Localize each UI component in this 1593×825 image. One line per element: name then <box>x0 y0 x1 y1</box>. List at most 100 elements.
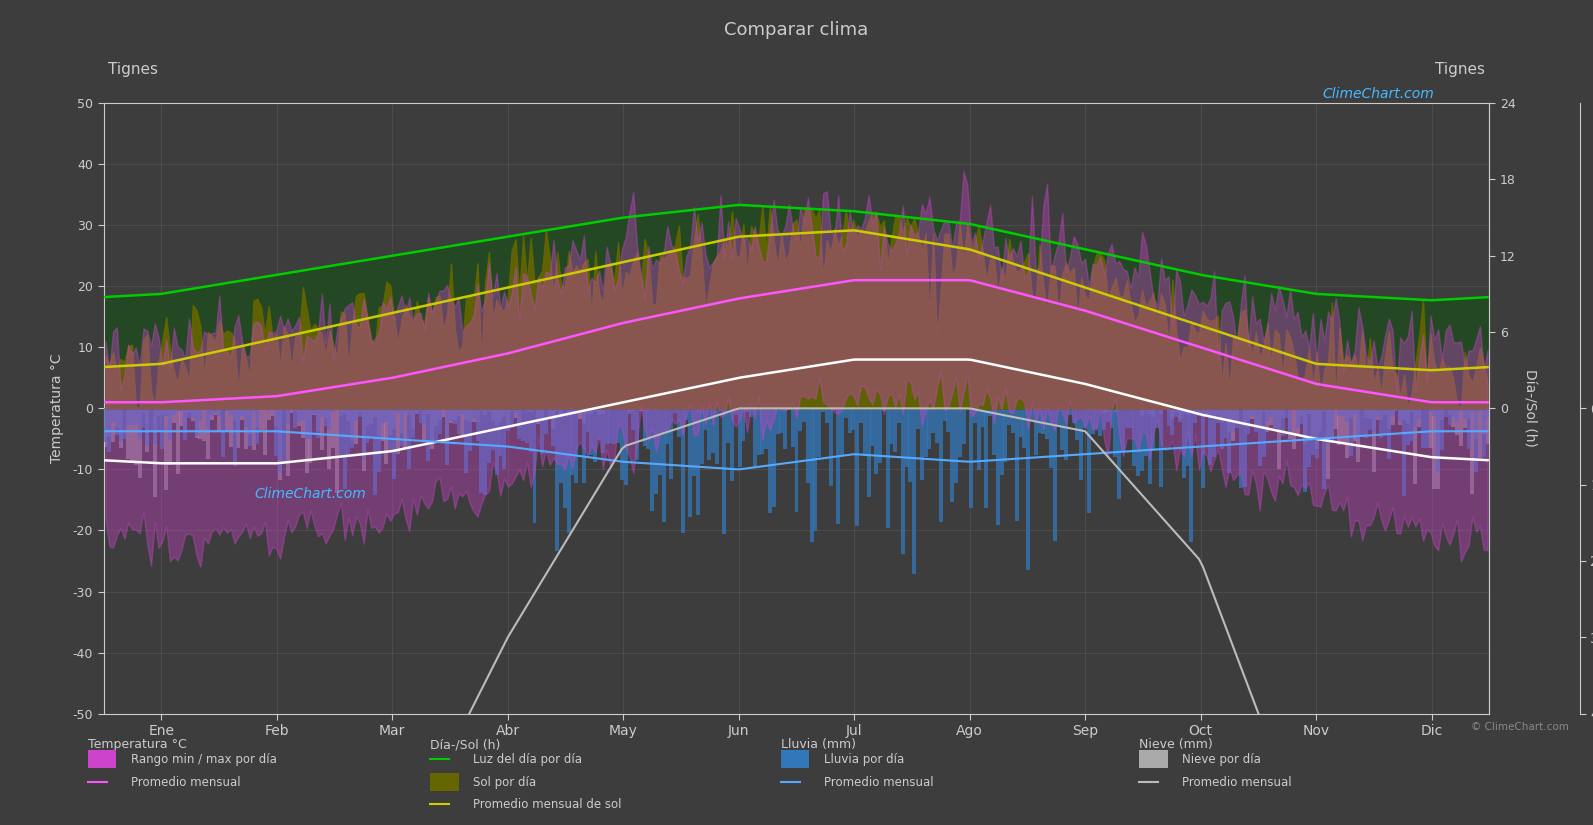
Bar <box>666 408 669 445</box>
Bar <box>1121 408 1125 453</box>
Bar <box>255 408 260 428</box>
Bar <box>266 408 271 411</box>
Bar <box>290 408 293 412</box>
Bar <box>1418 408 1421 418</box>
Bar <box>229 408 233 447</box>
Bar <box>323 408 328 418</box>
Bar <box>266 408 271 420</box>
Bar <box>392 408 397 478</box>
Bar <box>631 408 636 411</box>
Bar <box>704 408 707 430</box>
Bar <box>1338 408 1341 416</box>
Bar <box>1094 408 1099 412</box>
Bar <box>1410 408 1413 441</box>
Bar <box>457 408 460 416</box>
Bar <box>438 408 441 434</box>
Bar <box>1204 408 1209 416</box>
Bar <box>562 408 567 409</box>
Bar <box>263 408 268 455</box>
Bar <box>1136 408 1141 409</box>
Bar <box>1380 408 1383 420</box>
Bar <box>1281 408 1284 436</box>
Bar <box>441 408 446 417</box>
Bar <box>840 408 844 455</box>
Text: Tignes: Tignes <box>1435 62 1485 77</box>
Bar <box>776 408 779 434</box>
Bar <box>1152 408 1155 417</box>
Bar <box>389 408 392 435</box>
Bar <box>586 408 589 414</box>
Bar <box>241 408 244 420</box>
Bar <box>1102 408 1106 431</box>
Bar <box>913 408 916 574</box>
Bar <box>1201 408 1204 417</box>
Bar <box>1182 408 1185 478</box>
Bar <box>548 408 551 418</box>
Bar <box>1023 408 1026 448</box>
Bar <box>999 408 1004 474</box>
Bar <box>419 408 422 411</box>
Bar <box>172 408 175 423</box>
Bar <box>1004 408 1007 409</box>
Bar <box>1360 408 1364 436</box>
Bar <box>233 408 236 466</box>
Bar <box>1344 408 1349 458</box>
Bar <box>1276 408 1281 469</box>
Bar <box>249 408 252 446</box>
Bar <box>1399 408 1402 425</box>
Bar <box>875 408 878 474</box>
Bar <box>1098 408 1102 436</box>
Bar <box>510 408 513 411</box>
Bar <box>691 408 696 476</box>
Text: Lluvia (mm): Lluvia (mm) <box>781 738 855 752</box>
Bar <box>502 408 507 469</box>
Bar <box>422 408 427 425</box>
Bar <box>1141 408 1144 471</box>
Bar <box>1402 408 1407 496</box>
Bar <box>1018 408 1023 436</box>
Bar <box>1110 408 1114 428</box>
Bar <box>1196 408 1201 412</box>
Bar <box>298 408 301 422</box>
Bar <box>1451 408 1456 427</box>
Bar <box>620 408 624 480</box>
Bar <box>537 408 540 423</box>
Bar <box>1443 408 1448 417</box>
Bar <box>1212 408 1215 457</box>
Text: Nieve (mm): Nieve (mm) <box>1139 738 1212 752</box>
Bar <box>597 408 601 415</box>
Bar <box>1454 408 1459 422</box>
Bar <box>1448 408 1451 425</box>
Bar <box>677 408 680 436</box>
Text: Luz del día por día: Luz del día por día <box>473 752 581 766</box>
Bar <box>411 408 416 437</box>
Bar <box>844 408 847 418</box>
Bar <box>623 408 628 484</box>
Bar <box>167 408 172 440</box>
Bar <box>433 408 438 427</box>
Bar <box>444 408 449 441</box>
Bar <box>1338 408 1341 445</box>
Bar <box>460 408 464 414</box>
Bar <box>833 408 836 410</box>
Bar <box>293 408 298 411</box>
Bar <box>1086 408 1091 513</box>
Bar <box>252 408 255 412</box>
Bar <box>1064 408 1067 460</box>
Bar <box>236 408 241 433</box>
Bar <box>526 408 529 411</box>
Text: Nieve por día: Nieve por día <box>1182 752 1262 766</box>
Bar <box>1478 408 1481 411</box>
Bar <box>274 408 279 426</box>
Bar <box>1254 408 1258 432</box>
Bar <box>342 408 347 414</box>
Bar <box>616 408 620 410</box>
Bar <box>578 408 581 411</box>
Bar <box>1201 408 1204 488</box>
Bar <box>734 408 738 416</box>
Bar <box>1133 408 1136 466</box>
Bar <box>175 408 180 474</box>
Bar <box>672 408 677 413</box>
Bar <box>354 408 358 421</box>
Bar <box>1486 408 1489 444</box>
